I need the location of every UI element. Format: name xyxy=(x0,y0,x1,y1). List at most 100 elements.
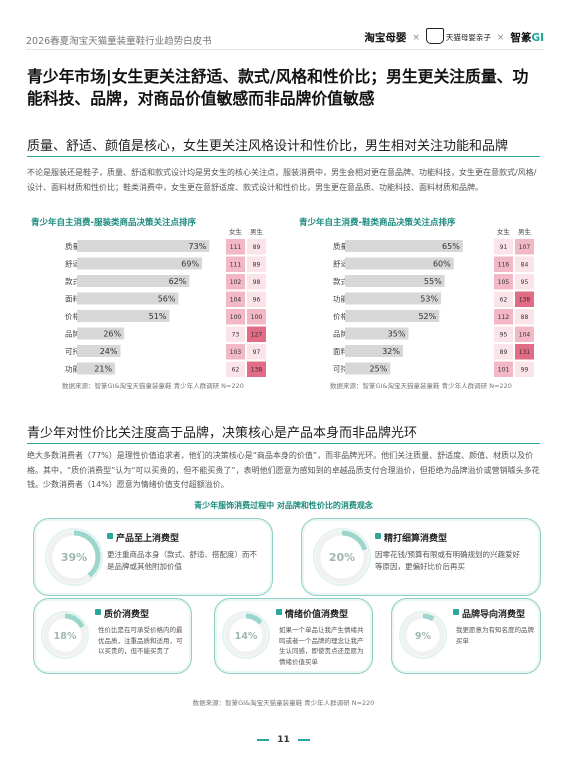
footwear-male-index-cell xyxy=(515,361,534,377)
footwear-female-index-value: 112 xyxy=(498,314,510,321)
apparel-value-label: 26% xyxy=(103,330,121,339)
apparel-value-label: 56% xyxy=(158,295,176,304)
apparel-value-label: 24% xyxy=(100,347,118,356)
card-product-first: 39% 产品至上消费型 更注重商品本身（款式、舒适、搭配度）而不是品牌或其他附加… xyxy=(33,518,273,596)
footwear-male-index-cell xyxy=(515,274,534,290)
footwear-bar xyxy=(345,240,463,252)
card-brand-title: 品牌导向消费型 xyxy=(452,607,525,620)
section2-paragraph: 绝大多数消费者（77%）是理性价值追求者，他们的决策核心是“商品本身的价值”，而… xyxy=(27,451,540,489)
section1-divider xyxy=(27,156,540,157)
apparel-male-index-cell xyxy=(247,344,266,360)
apparel-bar xyxy=(77,275,190,287)
apparel-value-label: 62% xyxy=(169,277,187,286)
card-budget-ring-outer xyxy=(313,528,371,586)
footwear-female-index-cell xyxy=(494,361,513,377)
apparel-female-index-cell xyxy=(226,239,245,255)
logo-separator: × xyxy=(412,32,420,43)
card-emotion-ring-percent: 14% xyxy=(235,631,258,642)
apparel-female-index-cell xyxy=(226,291,245,307)
taobao-muying-logo: 淘宝母婴 xyxy=(364,32,407,44)
card-emotion-title: 情绪价值消费型 xyxy=(275,607,348,620)
apparel-male-index-cell xyxy=(247,274,266,290)
card-product-first-ring-percent: 39% xyxy=(61,551,87,564)
apparel-male-index-value: 98 xyxy=(253,279,261,286)
footwear-female-index-value: 95 xyxy=(500,332,508,339)
card-value-quality-text: 性价比是在可承受价格内的最优品质，注重品质和适用，可以买贵的，但不能买贵了 xyxy=(98,626,183,655)
footwear-bar xyxy=(345,327,409,340)
apparel-male-index-cell xyxy=(247,361,266,377)
apparel-bar xyxy=(77,362,116,375)
footwear-value-label: 53% xyxy=(420,295,438,304)
card-product-first-text: 更注重商品本身（款式、舒适、搭配度）而不是品牌或其他附加价值 xyxy=(107,550,257,571)
apparel-bar xyxy=(77,240,210,252)
footwear-female-index-cell xyxy=(494,291,513,307)
apparel-male-index-value: 89 xyxy=(253,262,261,269)
footwear-male-index-cell xyxy=(515,326,534,342)
footwear-female-index-value: 62 xyxy=(500,297,508,304)
card-brand-ring-percent: 9% xyxy=(415,631,432,642)
card-emotion-ring-outer xyxy=(222,611,270,659)
partner-logos: 淘宝母婴 × 天猫母婴亲子 × 智篆GI xyxy=(364,28,544,45)
card-brand-ring-progress xyxy=(401,613,445,657)
apparel-chart-title: 青少年自主消费-服装类商品决策关注点排序 xyxy=(31,217,197,228)
apparel-male-index-cell xyxy=(247,326,266,342)
apparel-category-label: 质量 xyxy=(65,241,80,251)
section2-title: 青少年对性价比关注度高于品牌，决策核心是产品本身而非品牌光环 xyxy=(27,426,418,441)
apparel-female-index-value: 111 xyxy=(230,244,242,251)
apparel-female-index-value: 73 xyxy=(232,332,240,339)
card-emotion-ring-progress xyxy=(224,613,268,657)
footwear-female-index-cell xyxy=(494,309,513,325)
page-header: 2026春夏淘宝天猫童装童鞋行业趋势白皮书 淘宝母婴 × 天猫母婴亲子 × 智篆… xyxy=(26,0,544,50)
footwear-bar xyxy=(345,292,442,305)
footwear-male-index-cell xyxy=(515,256,534,272)
apparel-male-index-value: 89 xyxy=(253,244,261,251)
footwear-male-index-cell xyxy=(515,309,534,325)
zhiji-gi-logo: 智篆GI xyxy=(510,30,544,45)
footwear-category-label: 质量 xyxy=(333,241,348,251)
footwear-male-header: 男生 xyxy=(518,227,532,236)
footwear-value-label: 55% xyxy=(424,277,442,286)
page-number-dash-left xyxy=(257,738,270,741)
footwear-value-label: 35% xyxy=(388,330,406,339)
apparel-chart: 青少年自主消费-服装类商品决策关注点排序 女生 男生 质量 73% 111 89 舒适 69% 1… xyxy=(27,210,275,378)
apparel-male-index-value: 96 xyxy=(253,297,261,304)
tmall-muying-logo-text: 天猫母婴亲子 xyxy=(445,33,491,42)
footwear-female-index-value: 105 xyxy=(498,279,510,286)
footwear-female-index-cell xyxy=(494,344,513,360)
footwear-male-index-cell xyxy=(515,239,534,255)
card-budget-text: 因零花钱/预算有限或有明确规划的兴趣爱好等原因，更偏好比价后再买 xyxy=(375,550,521,571)
card-value-quality: 18% 质价消费型 性价比是在可承受价格内的最优品质，注重品质和适用，可以买贵的… xyxy=(33,598,192,674)
zhiji-logo-gi: GI xyxy=(531,32,544,44)
apparel-bar xyxy=(77,292,179,305)
card-emotion-text: 如果一个单品让我产生情绪共鸣或者一个品牌的理念让我产生认同感，即使贵点还是愿为情… xyxy=(279,626,364,666)
card-budget-title: 精打细算消费型 xyxy=(374,531,447,544)
apparel-value-label: 73% xyxy=(189,242,207,251)
apparel-female-index-value: 103 xyxy=(230,349,242,356)
footwear-female-index-value: 116 xyxy=(498,262,510,269)
card-value-quality-ring-progress xyxy=(43,613,87,657)
section2-source: 数据来源：智篆GI&淘宝天猫童装童鞋 青少年人群调研 N=220 xyxy=(192,699,375,707)
apparel-male-index-value: 138 xyxy=(251,367,263,374)
apparel-chart-source: 数据来源：智篆GI&淘宝天猫童装童鞋 青少年人群调研 N=220 xyxy=(62,382,244,390)
card-emotion-ring: 14% xyxy=(222,611,270,659)
card-budget-ring: 20% xyxy=(313,528,371,586)
apparel-female-index-cell xyxy=(226,361,245,377)
apparel-value-label: 21% xyxy=(94,365,112,374)
section1-paragraph: 不论是服装还是鞋子，质量、舒适和款式设计均是男女生的核心关注点，服装消费中，男生… xyxy=(27,168,537,192)
footwear-male-index-value: 95 xyxy=(521,279,529,286)
tmall-cat-icon xyxy=(425,28,444,44)
footwear-male-index-value: 99 xyxy=(521,367,529,374)
footwear-category-label: 品牌 xyxy=(333,329,348,339)
footwear-male-index-cell xyxy=(515,344,534,360)
tmall-muying-logo: 天猫母婴亲子 xyxy=(425,28,491,44)
page-number-dash-right xyxy=(297,738,310,741)
apparel-category-label: 品牌 xyxy=(65,329,80,339)
apparel-bar xyxy=(77,310,170,322)
card-product-first-ring-progress xyxy=(47,530,101,584)
apparel-female-index-value: 62 xyxy=(232,367,240,374)
footwear-bar xyxy=(345,275,445,287)
page-number: 11 xyxy=(0,735,567,745)
footwear-female-index-cell xyxy=(494,239,513,255)
footwear-male-index-value: 107 xyxy=(519,244,531,251)
